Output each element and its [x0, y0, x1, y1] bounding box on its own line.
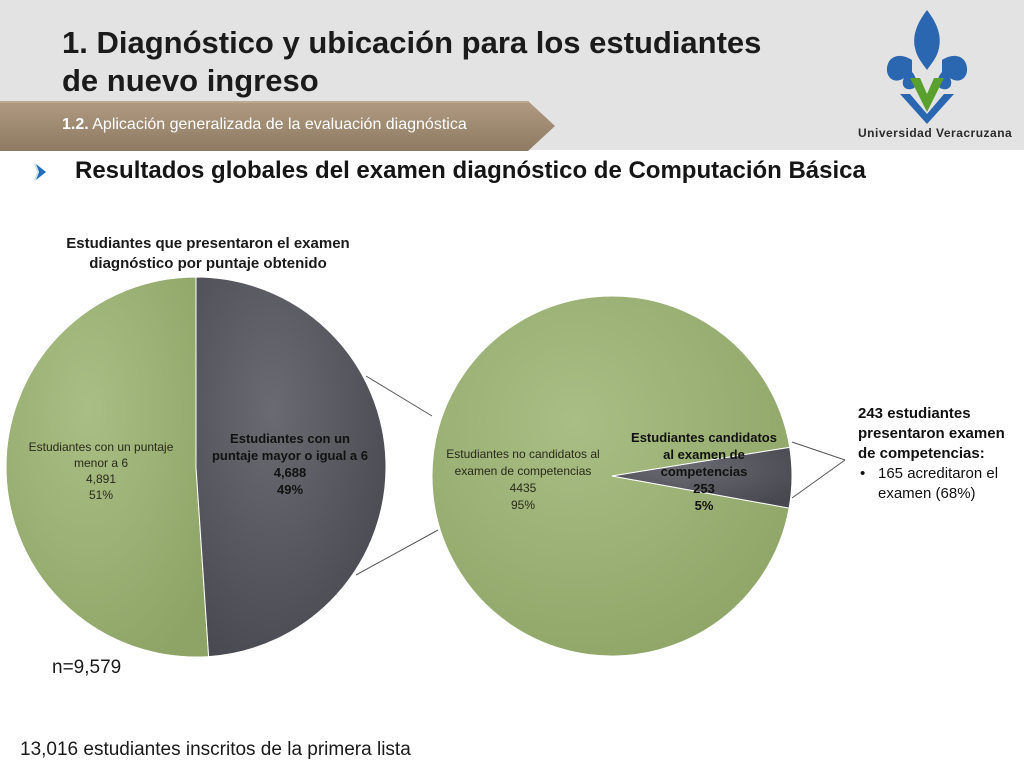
- pie1-title-line-1: Estudiantes que presentaron el examen: [66, 235, 350, 252]
- pie2-slice1-percent: 5%: [695, 498, 714, 513]
- pie1-slice1-value: 4,688: [274, 465, 307, 480]
- connector-line-upper: [365, 375, 433, 417]
- section-subheading: 1.2. Aplicación generalizada de la evalu…: [62, 116, 467, 134]
- pie1-slice0-label-2: menor a 6: [74, 456, 128, 470]
- pie2-slice0-value: 4435: [510, 481, 537, 495]
- note-list: 165 acreditaron el examen (68%): [858, 464, 1018, 504]
- title-line-1: 1. Diagnóstico y ubicación para los estu…: [62, 25, 762, 60]
- pie1-title-line-2: diagnóstico por puntaje obtenido: [89, 255, 327, 272]
- pie2-slice-not-candidates: [431, 295, 791, 657]
- section-ribbon: [0, 101, 555, 151]
- pie1-slice1-percent: 49%: [277, 482, 303, 497]
- section-number: 1.2.: [62, 116, 89, 133]
- ribbon-shape: [0, 101, 555, 151]
- connector-line-lower: [355, 529, 439, 576]
- sample-size-label: n=9,579: [52, 657, 122, 678]
- pie1-slice-less-than-6: [5, 276, 210, 658]
- chevron-right-icon: [34, 164, 46, 180]
- pie1-title: Estudiantes que presentaron el examen di…: [30, 234, 386, 274]
- pie-charts: Estudiantes con un puntaje menor a 6 4,8…: [5, 276, 846, 658]
- logo-caption: Universidad Veracruzana: [858, 126, 1013, 140]
- page-title: 1. Diagnóstico y ubicación para los estu…: [62, 24, 862, 100]
- slide-subtitle: Resultados globales del examen diagnósti…: [75, 157, 866, 184]
- note-heading: 243 estudiantes presentaron examen de co…: [858, 405, 1005, 462]
- pie1-slice0-label-1: Estudiantes con un puntaje: [29, 440, 174, 454]
- pie2-slice1-label-1: Estudiantes candidatos: [631, 430, 777, 445]
- pie1-slice0-value: 4,891: [86, 472, 116, 486]
- title-line-2: de nuevo ingreso: [62, 63, 319, 98]
- pie2-slice0-label-1: Estudiantes no candidatos al: [446, 447, 599, 461]
- pie2-slice0-percent: 95%: [511, 498, 535, 512]
- pie1-slice1-label-2: puntaje mayor o igual a 6: [212, 448, 368, 463]
- note-item: 165 acreditaron el examen (68%): [858, 464, 1018, 504]
- pie2-slice-candidates: [611, 446, 793, 509]
- pie2-slice1-value: 253: [693, 481, 715, 496]
- competency-exam-note: 243 estudiantes presentaron examen de co…: [858, 404, 1018, 504]
- section-label: Aplicación generalizada de la evaluación…: [92, 116, 467, 133]
- pie1-slice0-percent: 51%: [89, 488, 113, 502]
- pie1-slice-6-or-more: [195, 276, 387, 658]
- footer-note: 13,016 estudiantes inscritos de la prime…: [20, 739, 411, 760]
- pie1-slice1-label-1: Estudiantes con un: [230, 431, 350, 446]
- pie2-slice1-label-3: competencias: [661, 464, 748, 479]
- pie2-slice0-label-2: examen de competencias: [455, 464, 592, 478]
- callout-line-lower: [791, 459, 846, 499]
- university-logo-icon: [886, 10, 968, 124]
- pie2-slice1-label-2: al examen de: [663, 447, 745, 462]
- callout-line-upper: [791, 441, 846, 461]
